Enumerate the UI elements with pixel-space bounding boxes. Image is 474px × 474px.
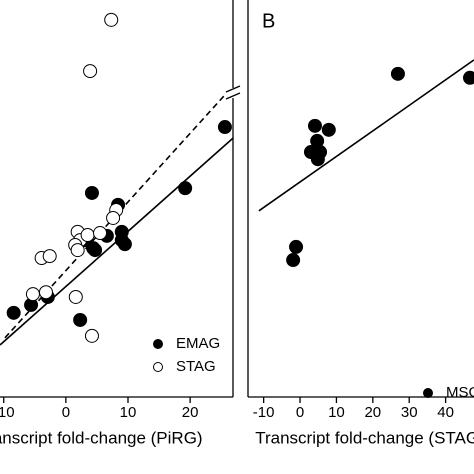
x-tick-label: 30	[401, 404, 418, 421]
x-tick-label: 0	[62, 404, 70, 421]
x-axis-label: Transcript fold-change (PiRG)	[0, 428, 203, 447]
point	[117, 237, 132, 252]
point	[25, 287, 40, 302]
point	[462, 70, 474, 85]
point	[80, 228, 95, 243]
x-tick-label: -10	[253, 404, 275, 421]
x-tick-label: -10	[0, 404, 15, 421]
point	[307, 118, 322, 133]
legend-marker	[153, 339, 163, 349]
point	[310, 152, 325, 167]
x-axis-label: Transcript fold-change (STAG)	[255, 428, 474, 447]
point	[88, 243, 103, 258]
x-tick-label: 20	[364, 404, 381, 421]
point	[73, 312, 88, 327]
point	[286, 253, 301, 268]
legend-marker	[423, 388, 433, 398]
point	[390, 66, 405, 81]
legend-label: EMAG	[176, 335, 220, 352]
x-tick-label: 10	[328, 404, 345, 421]
point	[84, 328, 99, 343]
point	[104, 12, 119, 27]
axis-break	[225, 92, 241, 100]
fit-line	[258, 59, 474, 212]
point	[84, 185, 99, 200]
x-tick-label: 0	[296, 404, 304, 421]
x-tick-label: 20	[182, 404, 199, 421]
axis-break	[225, 85, 241, 93]
point	[83, 64, 98, 79]
point	[68, 289, 83, 304]
point	[93, 226, 108, 241]
legend-label: MSG	[446, 384, 474, 401]
point	[6, 305, 21, 320]
point	[217, 120, 232, 135]
point	[42, 249, 57, 264]
axis-break-gap	[228, 88, 238, 98]
x-tick-label: 10	[120, 404, 137, 421]
point	[70, 243, 85, 258]
point	[321, 122, 336, 137]
point	[178, 181, 193, 196]
legend-marker	[153, 362, 163, 372]
legend-label: STAG	[176, 358, 216, 375]
point	[106, 210, 121, 225]
point	[38, 285, 53, 300]
panel-label: B	[262, 10, 275, 32]
x-tick-label: 40	[437, 404, 454, 421]
point	[289, 239, 304, 254]
